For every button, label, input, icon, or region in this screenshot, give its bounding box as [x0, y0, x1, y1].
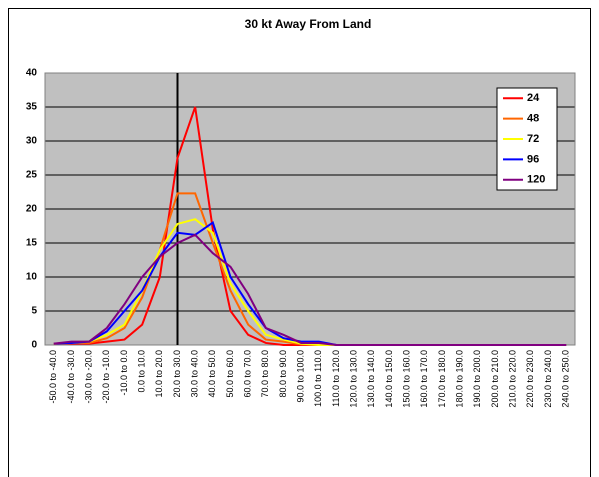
- y-tick-label: 15: [26, 238, 38, 249]
- x-tick-label: 120.0 to 130.0: [349, 350, 359, 408]
- x-tick-label: 80.0 to 90.0: [278, 350, 288, 398]
- x-tick-label: 70.0 to 80.0: [260, 350, 270, 398]
- y-tick-label: 0: [31, 340, 37, 351]
- x-tick-label: 0.0 to 10.0: [137, 350, 147, 393]
- x-tick-label: 240.0 to 250.0: [561, 350, 571, 408]
- legend-label: 120: [527, 174, 545, 186]
- x-tick-label: 200.0 to 210.0: [490, 350, 500, 408]
- x-tick-label: 210.0 to 220.0: [508, 350, 518, 408]
- x-tick-label: -20.0 to -10.0: [101, 350, 111, 404]
- x-tick-label: 40.0 to 50.0: [207, 350, 217, 398]
- series-line: [53, 233, 567, 346]
- y-tick-label: 10: [26, 272, 38, 283]
- y-tick-label: 5: [31, 306, 37, 317]
- x-tick-label: -40.0 to -30.0: [66, 350, 76, 404]
- x-tick-label: 160.0 to 170.0: [419, 350, 429, 408]
- y-tick-label: 20: [26, 204, 38, 215]
- chart-title: 30 kt Away From Land: [245, 17, 372, 31]
- x-tick-label: 60.0 to 70.0: [243, 350, 253, 398]
- x-tick-label: -30.0 to -20.0: [84, 350, 94, 404]
- x-tick-label: 170.0 to 180.0: [437, 350, 447, 408]
- frame: [8, 8, 591, 477]
- y-tick-label: 40: [26, 68, 38, 79]
- x-tick-label: 220.0 to 230.0: [525, 350, 535, 408]
- x-tick-label: 90.0 to 100.0: [296, 350, 306, 403]
- x-tick-label: -50.0 to -40.0: [48, 350, 58, 404]
- x-tick-label: 20.0 to 30.0: [172, 350, 182, 398]
- x-tick-label: 180.0 to 190.0: [455, 350, 465, 408]
- y-tick-label: 30: [26, 136, 38, 147]
- x-tick-label: 130.0 to 140.0: [366, 350, 376, 408]
- x-tick-label: 140.0 to 150.0: [384, 350, 394, 408]
- x-tick-label: 10.0 to 20.0: [154, 350, 164, 398]
- x-tick-label: -10.0 to 0.0: [119, 350, 129, 396]
- x-tick-label: 190.0 to 200.0: [472, 350, 482, 408]
- x-tick-label: 110.0 to 120.0: [331, 350, 341, 407]
- y-tick-label: 35: [26, 102, 38, 113]
- legend-label: 96: [527, 153, 539, 165]
- legend-label: 24: [527, 92, 540, 104]
- legend-label: 48: [527, 113, 539, 125]
- x-tick-label: 230.0 to 240.0: [543, 350, 553, 408]
- x-tick-label: 100.0 to 110.0: [313, 350, 323, 407]
- y-tick-label: 25: [26, 170, 38, 181]
- x-tick-label: 50.0 to 60.0: [225, 350, 235, 398]
- x-tick-label: 30.0 to 40.0: [190, 350, 200, 398]
- x-tick-label: 150.0 to 160.0: [402, 350, 412, 408]
- legend-label: 72: [527, 133, 539, 145]
